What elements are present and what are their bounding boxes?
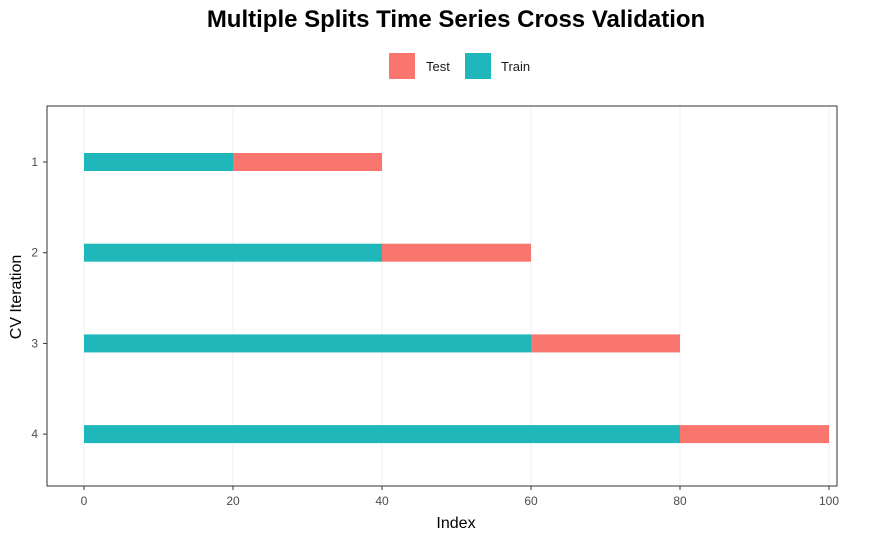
x-tick-label: 100 bbox=[819, 494, 839, 508]
bar-segment-test bbox=[233, 153, 382, 171]
x-tick-label: 0 bbox=[81, 494, 88, 508]
legend-label-train: Train bbox=[501, 59, 530, 74]
x-axis: 0 20 40 60 80 100 bbox=[81, 486, 839, 508]
y-tick-label: 1 bbox=[31, 155, 38, 169]
x-tick-label: 80 bbox=[673, 494, 687, 508]
legend-swatch-test bbox=[389, 53, 415, 79]
bar-segment-train bbox=[84, 334, 531, 353]
x-tick-label: 20 bbox=[226, 494, 240, 508]
plot-panel bbox=[46, 105, 838, 487]
legend-label-test: Test bbox=[426, 59, 450, 74]
bar-segment-train bbox=[84, 153, 233, 171]
y-tick-label: 3 bbox=[31, 336, 38, 350]
y-tick-label: 2 bbox=[31, 246, 38, 260]
y-axis-title: CV Iteration bbox=[8, 255, 25, 339]
x-tick-label: 40 bbox=[375, 494, 389, 508]
x-tick-label: 60 bbox=[524, 494, 538, 508]
bar-segment-train bbox=[84, 243, 382, 262]
y-axis: 1 2 3 4 bbox=[31, 155, 47, 441]
bar-segment-test bbox=[531, 334, 680, 353]
x-axis-title: Index bbox=[436, 515, 475, 532]
y-tick-label: 4 bbox=[31, 427, 38, 441]
bar-segment-test bbox=[382, 243, 531, 262]
bar-segment-test bbox=[680, 425, 829, 444]
legend-swatch-train bbox=[465, 53, 491, 79]
bars bbox=[84, 153, 829, 444]
bar-segment-train bbox=[84, 425, 680, 444]
chart-title: Multiple Splits Time Series Cross Valida… bbox=[207, 6, 705, 33]
legend: Test Train bbox=[389, 53, 530, 79]
